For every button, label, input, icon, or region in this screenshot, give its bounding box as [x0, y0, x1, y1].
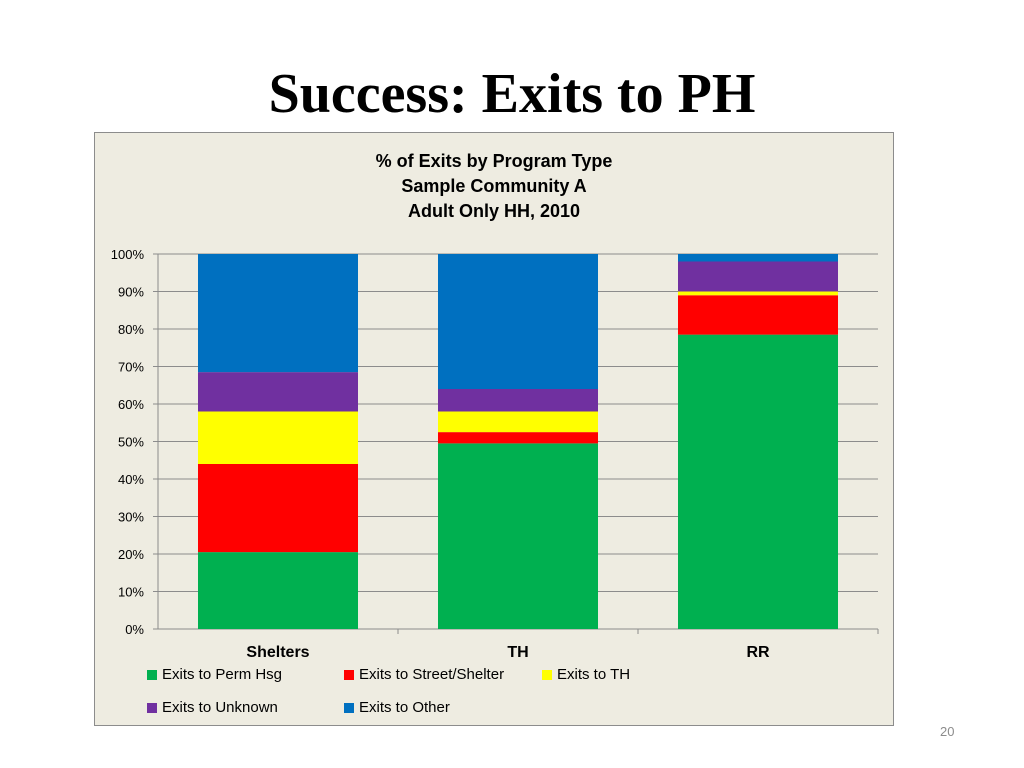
legend-swatch: [542, 669, 552, 680]
legend-item: Exits to Perm Hsg: [147, 666, 282, 683]
legend-item: Exits to Other: [344, 699, 450, 716]
chart-title-line: Adult Only HH, 2010: [407, 201, 581, 221]
legend-swatch: [344, 702, 354, 713]
bar-segment: [678, 291, 838, 296]
legend-label: Exits to TH: [557, 666, 631, 683]
y-tick-label: 50%: [118, 435, 144, 450]
y-tick-label: 30%: [118, 510, 144, 525]
y-tick-label: 100%: [111, 247, 145, 262]
legend-item: Exits to Street/Shelter: [344, 666, 504, 683]
legend-label: Exits to Street/Shelter: [359, 666, 505, 683]
legend-swatch: [344, 669, 354, 680]
bar-segment: [438, 389, 598, 412]
bar-segment: [438, 432, 598, 444]
y-tick-label: 10%: [118, 585, 144, 600]
chart-title-line: % of Exits by Program Type: [375, 151, 613, 171]
bar-segment: [198, 552, 358, 629]
chart-title-line: Sample Community A: [401, 176, 587, 196]
x-tick-label: TH: [507, 644, 528, 661]
legend-swatch: [147, 669, 157, 680]
slide-title: Success: Exits to PH: [268, 63, 756, 125]
legend-swatch: [147, 702, 157, 713]
bar-segment: [198, 411, 358, 464]
y-tick-label: 20%: [118, 547, 144, 562]
legend-item: Exits to Unknown: [147, 699, 278, 716]
y-tick-label: 60%: [118, 397, 144, 412]
bar-segment: [438, 254, 598, 389]
bar-segment: [438, 443, 598, 629]
y-tick-label: 90%: [118, 285, 144, 300]
x-tick-label: RR: [746, 644, 770, 661]
bar-segment: [678, 254, 838, 262]
x-tick-label: Shelters: [246, 644, 309, 661]
legend-label: Exits to Other: [359, 699, 450, 716]
bar-segment: [198, 372, 358, 412]
y-tick-label: 0%: [125, 622, 144, 637]
chart-title: % of Exits by Program Type Sample Commun…: [95, 149, 893, 224]
bar-segment: [678, 295, 838, 335]
bar-segment: [678, 261, 838, 292]
legend-item: Exits to TH: [542, 666, 630, 683]
y-tick-label: 80%: [118, 322, 144, 337]
page-number: 20: [940, 724, 955, 739]
bar-segment: [438, 411, 598, 433]
y-tick-label: 40%: [118, 472, 144, 487]
chart-area: % of Exits by Program Type Sample Commun…: [94, 132, 894, 726]
legend-label: Exits to Unknown: [162, 699, 278, 716]
bar-segment: [198, 254, 358, 373]
bar-segment: [198, 464, 358, 553]
legend-label: Exits to Perm Hsg: [162, 666, 283, 683]
y-tick-label: 70%: [118, 360, 144, 375]
plot-area: 0% 10% 20% 30% 40% 50% 60% 70% 80% 90% 100% Shelter…: [111, 247, 879, 661]
bar-segment: [678, 334, 838, 629]
